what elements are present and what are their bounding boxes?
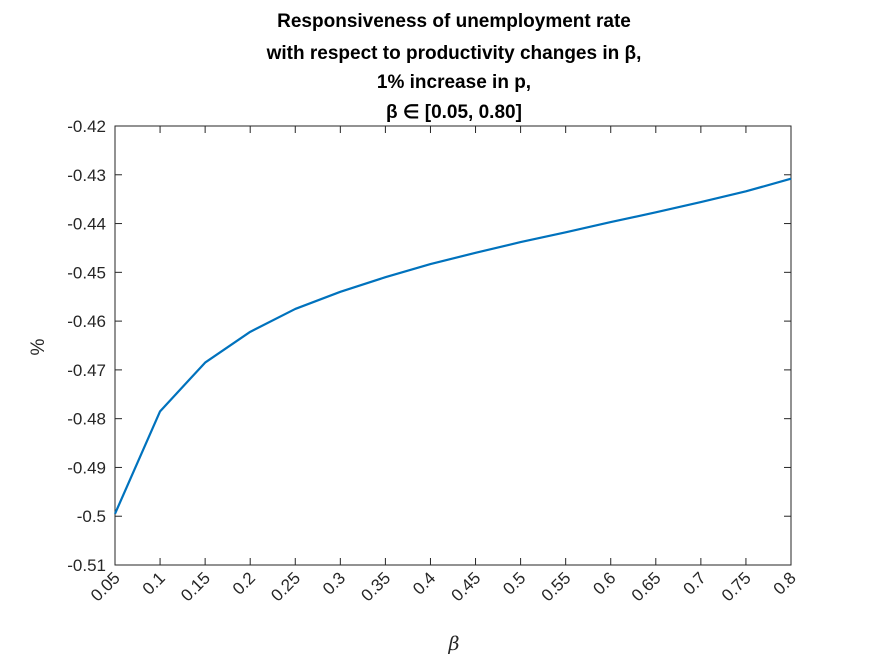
- x-tick-label: 0.5: [499, 568, 529, 598]
- y-tick-label: -0.45: [67, 263, 106, 282]
- x-axis-label: β: [448, 633, 460, 655]
- y-tick-label: -0.42: [67, 117, 106, 136]
- x-tick-label: 0.75: [718, 568, 755, 605]
- series-line: [113, 177, 792, 515]
- x-tick-label: 0.45: [448, 568, 485, 605]
- x-tick-label: 0.6: [589, 568, 619, 598]
- series-layer: [113, 177, 792, 515]
- chart-title: Responsiveness of unemployment rate with…: [266, 11, 642, 123]
- y-tick-label: -0.49: [67, 458, 106, 477]
- y-tick-label: -0.46: [67, 312, 106, 331]
- axes: 0.05 0.1 0.15 0.2 0.25 0.3 0.35 0.4 0.45 0.5 0.55 0…: [67, 117, 800, 605]
- y-tick-label: -0.51: [67, 556, 106, 575]
- x-tick-label: 0.35: [357, 568, 394, 605]
- y-tick-label: -0.44: [67, 215, 106, 234]
- plot-box: [114, 125, 792, 566]
- x-tick-label: 0.1: [139, 568, 169, 598]
- y-tick-label: -0.48: [67, 410, 106, 429]
- title-line-4: β ∈ [0.05, 0.80]: [386, 102, 522, 123]
- y-tick-label: -0.5: [77, 507, 106, 526]
- x-tick-label: 0.7: [680, 568, 710, 598]
- x-tick-label: 0.8: [770, 568, 800, 598]
- x-tick-label: 0.2: [229, 568, 259, 598]
- x-tick-label: 0.3: [319, 568, 349, 598]
- title-line-2: with respect to productivity changes in …: [266, 43, 642, 64]
- y-axis-label: %: [28, 338, 49, 355]
- y-tick-label: -0.47: [67, 361, 106, 380]
- x-tick-label: 0.15: [177, 568, 214, 605]
- x-tick-label: 0.65: [628, 568, 665, 605]
- x-tick-label: 0.4: [409, 568, 439, 598]
- y-tick-label: -0.43: [67, 166, 106, 185]
- title-line-3: 1% increase in p,: [377, 72, 531, 93]
- x-tick-label: 0.25: [267, 568, 304, 605]
- title-line-1: Responsiveness of unemployment rate: [277, 11, 631, 32]
- x-tick-label: 0.55: [538, 568, 575, 605]
